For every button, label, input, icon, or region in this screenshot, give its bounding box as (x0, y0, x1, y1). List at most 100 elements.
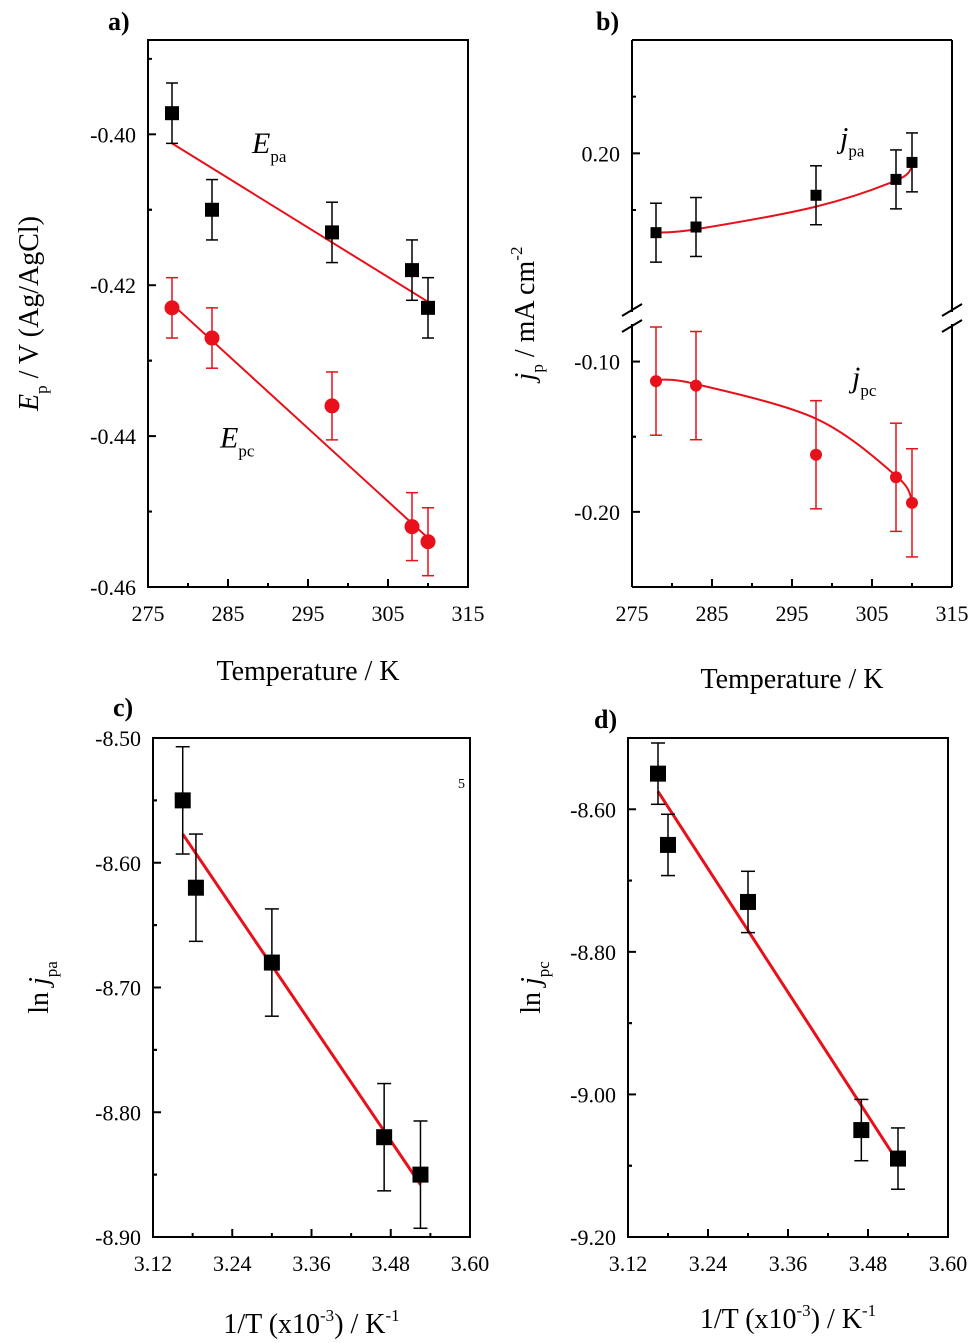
2-ytick-label: -8.80 (95, 1100, 141, 1125)
xlabel-sup: -3 (320, 1306, 334, 1325)
a-annotation-sub: pc (238, 441, 255, 460)
panel-b-break-mark (621, 319, 643, 333)
c-series-point (412, 1166, 429, 1183)
3-xtick-label: 3.12 (609, 1251, 648, 1276)
ylabel-main: ln (516, 985, 547, 1014)
a-annotation-sub: pa (270, 147, 287, 166)
a-epc-point (420, 534, 436, 550)
d-series-point (650, 765, 666, 782)
c-series-fit-line (181, 833, 422, 1186)
2-xtick-label: 3.12 (134, 1251, 173, 1276)
panel-b-break-mark (941, 303, 963, 317)
panel-b-ylabel-sup: -2 (507, 247, 526, 261)
b-jpc-annotation: jpc (848, 361, 877, 400)
a-epc-point (204, 330, 220, 346)
panel-a-ylabel-rest: / V (Ag/AgCl) (14, 216, 45, 385)
0-ytick-label: -0.44 (90, 424, 136, 449)
a-annotation: Epa (251, 127, 287, 166)
2-xtick-label: 3.36 (292, 1251, 331, 1276)
a-epc-point (164, 300, 180, 316)
1-xtick-label: 295 (776, 601, 809, 626)
a-epa-point (405, 263, 419, 278)
panel-c-label: c) (113, 693, 133, 722)
panel-d: 3.12 3.24 3.36 3.48 3.60 -8.60 -8.80 -9.00 -9.20… (516, 705, 967, 1335)
xlabel-rest: ) / K (811, 1304, 862, 1335)
b-jpc-point (650, 375, 662, 388)
d-series-point (740, 893, 756, 910)
a-epc-point (324, 398, 340, 414)
0-xtick-label: 305 (372, 601, 405, 626)
b-jpa-point (690, 221, 702, 233)
b-jpc-point (810, 448, 822, 461)
d-series-point (660, 836, 676, 853)
d-series-point (853, 1122, 870, 1139)
panel-c-frame (152, 737, 471, 1238)
ylabel-main: ln (24, 985, 55, 1014)
panel-a-ylabel-main: E (14, 394, 45, 412)
panel-b-ylabel-sub: p (528, 364, 547, 373)
b-lower-ytick-label: -0.20 (574, 500, 620, 525)
b-jpa-point (906, 156, 918, 168)
xlabel-main: 1/T (x10 (700, 1304, 797, 1335)
2-xtick-label: 3.48 (372, 1251, 411, 1276)
panel-b-xlabel: Temperature / K (700, 664, 883, 695)
xlabel-sup2: -1 (386, 1306, 400, 1325)
b-jpc-point (690, 379, 702, 392)
panel-c-ylabel: ln jpa (24, 961, 61, 1014)
3-xtick-label: 3.36 (769, 1251, 808, 1276)
a-epa-point (421, 300, 435, 315)
b-upper-ytick-label: 0.20 (582, 141, 621, 166)
1-xtick-label: 315 (936, 601, 969, 626)
d-series-fit-line (656, 790, 900, 1163)
2-ytick-label: -8.70 (95, 976, 141, 1001)
panel-c-xlabel: 1/T (x10-3) / K-1 (223, 1306, 399, 1340)
b-lower-ytick-label: -0.10 (574, 350, 620, 375)
ylabel-ital: j (24, 977, 55, 988)
b-jpc-annotation-sub: pc (860, 381, 877, 400)
ylabel-ital: j (516, 977, 547, 988)
panel-d-xlabel: 1/T (x10-3) / K-1 (700, 1301, 876, 1335)
a-annotation: Epc (219, 421, 255, 460)
b-jpa-point (890, 173, 902, 185)
panel-a-ylabel: Ep / V (Ag/AgCl) (14, 216, 51, 412)
a-epc-point (404, 519, 420, 535)
panel-b: 275 285 295 305 3150.20-0.10-0.20jpajpcb)Tem… (507, 7, 969, 695)
3-ytick-label: -9.00 (570, 1082, 616, 1107)
0-xtick-label: 285 (212, 601, 245, 626)
a-annotation-main: E (251, 127, 270, 160)
xlabel-sup2: -1 (862, 1301, 876, 1320)
panel-b-ylabel: jp / mA cm-2 (507, 247, 547, 384)
c-series-point (376, 1129, 393, 1146)
b-jpa-annotation-sub: pa (848, 142, 865, 161)
3-xtick-label: 3.60 (929, 1251, 968, 1276)
a-epa-point (165, 106, 179, 121)
xlabel-sup: -3 (797, 1301, 811, 1320)
3-xtick-label: 3.48 (849, 1251, 888, 1276)
0-xtick-label: 315 (452, 601, 485, 626)
b-jpc-point (890, 471, 902, 484)
1-xtick-label: 285 (696, 601, 729, 626)
b-jpc-point (906, 496, 918, 509)
2-xtick-label: 3.24 (213, 1251, 252, 1276)
1-xtick-label: 305 (856, 601, 889, 626)
3-ytick-label: -8.60 (570, 797, 616, 822)
3-ytick-label: -9.20 (570, 1225, 616, 1250)
1-xtick-label: 275 (616, 601, 649, 626)
panel-b-break-mark (941, 319, 963, 333)
0-ytick-label: -0.46 (90, 575, 136, 600)
3-xtick-label: 3.24 (689, 1251, 728, 1276)
b-jpa-annotation: jpa (836, 122, 865, 161)
2-ytick-label: -8.90 (95, 1225, 141, 1250)
panel-b-ylabel-rest: / mA cm (510, 261, 541, 365)
panel-a-label: a) (108, 7, 130, 36)
c-series-point (187, 879, 204, 896)
panel-a-frame (147, 39, 469, 588)
0-ytick-label: -0.40 (90, 122, 136, 147)
3-ytick-label: -8.80 (570, 940, 616, 965)
c-series-point (174, 792, 191, 809)
2-ytick-label: -8.50 (95, 726, 141, 751)
panel-c: 3.12 3.24 3.36 3.48 3.60 -8.50 -8.60 -8.70 -8.80… (24, 693, 489, 1340)
ylabel-sub: pa (42, 961, 61, 978)
2-ytick-label: -8.60 (95, 851, 141, 876)
